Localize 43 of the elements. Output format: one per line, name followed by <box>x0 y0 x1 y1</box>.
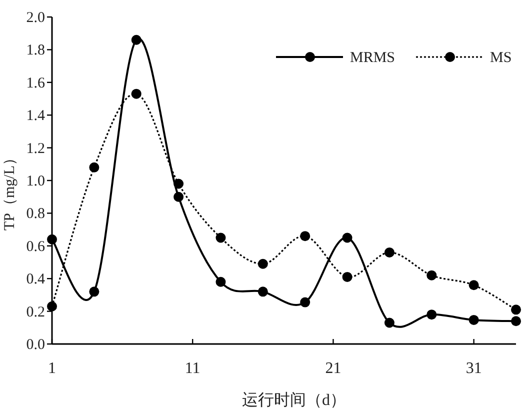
y-tick-label: 1.8 <box>26 42 45 59</box>
point <box>511 316 521 326</box>
point <box>131 34 142 45</box>
point <box>216 232 226 243</box>
y-tick-label: 0.4 <box>26 272 46 288</box>
legend-label: MRMS <box>350 50 396 66</box>
point <box>511 304 521 315</box>
point <box>131 88 142 99</box>
y-tick-label: 2.0 <box>26 10 45 26</box>
y-tick-label: 0.8 <box>26 206 45 222</box>
point <box>468 280 479 290</box>
point <box>384 247 394 258</box>
x-axis-title: 运行时间（d） <box>242 391 346 409</box>
point <box>300 231 310 242</box>
point <box>174 192 184 202</box>
point <box>468 314 479 325</box>
y-tick-label: 0.0 <box>26 337 45 353</box>
x-tick-label: 11 <box>184 360 200 377</box>
y-tick-label: 1.2 <box>26 140 45 157</box>
point <box>426 270 437 280</box>
point <box>342 232 352 243</box>
legend-label: MS <box>490 50 512 66</box>
y-tick-label: 0.6 <box>26 238 46 255</box>
point <box>174 178 184 189</box>
point <box>300 297 310 308</box>
point <box>89 286 100 297</box>
y-tick-label: 1.4 <box>26 108 46 124</box>
y-axis-title: TP（mg/L） <box>2 150 18 231</box>
point <box>258 258 268 269</box>
x-tick-label: 31 <box>466 360 482 377</box>
point <box>426 310 437 320</box>
x-tick-label: 1 <box>48 360 56 377</box>
point <box>258 286 268 297</box>
point <box>384 318 394 328</box>
y-tick-label: 1.0 <box>26 174 45 190</box>
y-tick-label: 1.6 <box>26 75 46 92</box>
point <box>216 276 226 287</box>
point <box>89 162 100 172</box>
point <box>47 301 57 312</box>
point <box>47 234 57 244</box>
x-tick-label: 21 <box>325 360 342 377</box>
point <box>342 272 352 282</box>
y-tick-label: 0.2 <box>26 304 45 320</box>
